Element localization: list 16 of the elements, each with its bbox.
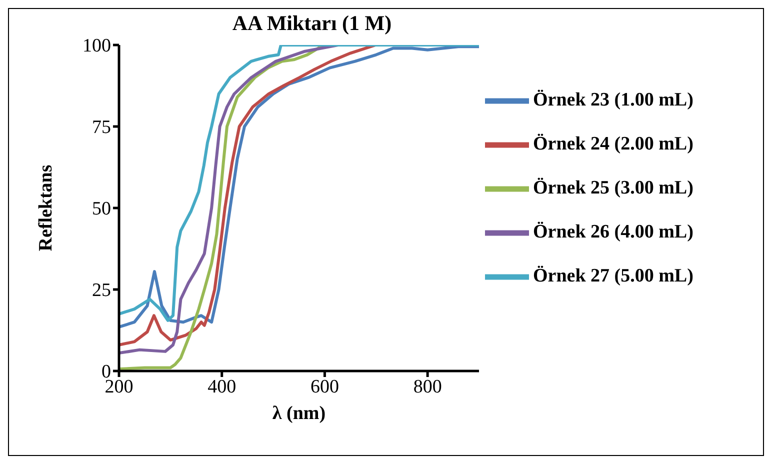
y-tick-label: 75 (92, 117, 111, 138)
y-axis-title: Reflektans (36, 164, 57, 252)
line-series (119, 45, 378, 346)
legend-label: Örnek 23 (1.00 mL) (533, 89, 694, 110)
x-tick-label: 600 (310, 376, 339, 398)
y-tick-label: 100 (82, 36, 111, 57)
y-tick-label: 25 (92, 280, 111, 302)
legend-label: Örnek 25 (3.00 mL) (533, 177, 694, 198)
x-axis-title: λ (nm) (272, 403, 326, 424)
legend-label: Örnek 26 (4.00 mL) (533, 221, 694, 242)
chart-title: AA Miktarı (1 M) (231, 11, 393, 36)
x-tick-label: 400 (208, 376, 236, 398)
legend-label: Örnek 27 (5.00 mL) (533, 265, 694, 286)
y-tick-label: 50 (92, 198, 111, 220)
legend-label: Örnek 24 (2.00 mL) (533, 133, 694, 154)
x-tick-label: 800 (413, 376, 442, 398)
